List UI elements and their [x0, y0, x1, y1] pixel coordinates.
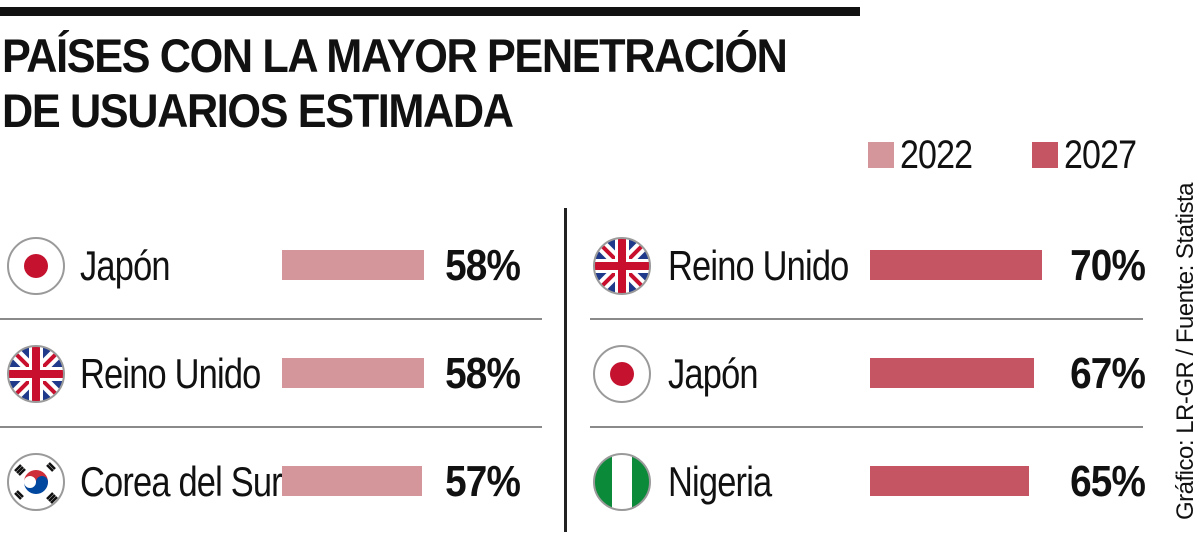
country-label: Reino Unido — [80, 350, 261, 397]
uk-flag-icon — [6, 344, 66, 404]
legend-swatch-2022 — [868, 142, 894, 168]
bar-2027-3 — [870, 466, 1029, 496]
value-label: 58% — [445, 241, 521, 290]
nigeria-flag-icon — [592, 452, 652, 512]
country-label: Reino Unido — [668, 242, 849, 289]
value-label: 65% — [1070, 457, 1146, 506]
row-separator — [0, 318, 542, 320]
value-label: 70% — [1070, 241, 1146, 290]
row-2027-1: Reino Unido 70% — [0, 230, 1200, 302]
top-rule — [0, 7, 860, 16]
value-label: 57% — [445, 457, 521, 506]
legend-swatch-2027 — [1032, 142, 1058, 168]
panel-divider — [564, 208, 567, 532]
japan-flag-icon — [592, 344, 652, 404]
chart-title: PAÍSES CON LA MAYOR PENETRACIÓN DE USUAR… — [2, 29, 788, 137]
country-label: Japón — [668, 350, 759, 397]
value-label: 58% — [445, 349, 521, 398]
country-label: Corea del Sur — [80, 458, 283, 505]
legend-label-2027: 2027 — [1064, 133, 1137, 177]
bar-2022-1 — [282, 250, 424, 280]
row-2022-1: Japón 58% — [0, 230, 1200, 302]
row-2022-2: Reino Unido 58% — [0, 338, 1200, 410]
country-label: Japón — [80, 242, 171, 289]
legend-2027: 2027 — [1032, 132, 1149, 178]
bar-2022-2 — [282, 358, 424, 388]
row-separator — [590, 426, 1143, 428]
uk-flag-icon — [592, 236, 652, 296]
legend-label-2022: 2022 — [900, 133, 973, 177]
bar-2027-1 — [870, 250, 1042, 280]
bar-2022-3 — [282, 466, 422, 496]
row-separator — [0, 426, 542, 428]
row-2027-2: Japón 67% — [0, 338, 1200, 410]
country-label: Nigeria — [668, 458, 772, 505]
bar-2027-2 — [870, 358, 1034, 388]
row-separator — [590, 318, 1143, 320]
south-korea-flag-icon — [6, 452, 66, 512]
japan-flag-icon — [6, 236, 66, 296]
legend-2022: 2022 — [868, 132, 985, 178]
row-2022-3: Corea del Sur 57% — [0, 446, 1200, 518]
row-2027-3: Nigeria 65% — [0, 446, 1200, 518]
value-label: 67% — [1070, 349, 1146, 398]
